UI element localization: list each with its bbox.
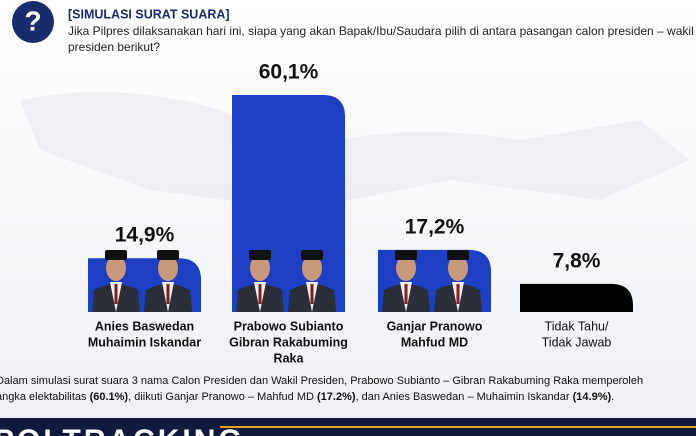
photo-tie bbox=[456, 284, 460, 304]
category-label: Raka bbox=[274, 351, 305, 365]
question-text: Jika Pilpres dilaksanakan hari ini, siap… bbox=[68, 24, 694, 38]
footnote-text: angka elektabilitas bbox=[0, 391, 90, 403]
footnote-text: (17.2%) bbox=[317, 391, 356, 403]
photo-face bbox=[250, 255, 270, 281]
footnote: Dalam simulasi surat suara 3 nama Calon … bbox=[0, 375, 643, 387]
footer-stripe bbox=[220, 426, 696, 428]
footnote-text: , dan Anies Baswedan – Muhaimin Iskandar bbox=[356, 391, 573, 403]
photo-cap bbox=[105, 250, 127, 260]
photo-cap bbox=[395, 250, 417, 260]
photo-cap bbox=[157, 250, 179, 260]
brand: POLTRACKING bbox=[0, 424, 245, 436]
category-label: Mahfud MD bbox=[401, 335, 468, 349]
photo-cap bbox=[301, 250, 323, 260]
photo-tie bbox=[258, 284, 262, 304]
category-label: Gibran Rakabuming bbox=[229, 335, 348, 349]
photo-face bbox=[106, 255, 126, 281]
question-icon bbox=[12, 1, 54, 43]
bar bbox=[232, 95, 345, 312]
category-label: Prabowo Subianto bbox=[234, 319, 344, 333]
footnote-text: (60.1%) bbox=[90, 391, 129, 403]
footnote-text: , diikuti Ganjar Pranowo – Mahfud MD bbox=[128, 391, 317, 403]
photo-face bbox=[448, 255, 468, 281]
category-label: Tidak Jawab bbox=[542, 335, 612, 349]
footnote-text: (14.9%) bbox=[573, 391, 612, 403]
photo-cap bbox=[249, 250, 271, 260]
photo-face bbox=[396, 255, 416, 281]
category-label: Ganjar Pranowo bbox=[387, 319, 483, 333]
header-title: [SIMULASI SURAT SUARA] bbox=[68, 7, 230, 21]
footnote: angka elektabilitas (60.1%), diikuti Gan… bbox=[0, 391, 614, 403]
footnote-text: . bbox=[611, 391, 614, 403]
category-label: Muhaimin Iskandar bbox=[88, 335, 201, 349]
map-decoration bbox=[20, 92, 690, 210]
photo-face bbox=[158, 255, 178, 281]
photo-tie bbox=[404, 284, 408, 304]
category-label: Anies Baswedan bbox=[95, 319, 194, 333]
photo-tie bbox=[114, 284, 118, 304]
question-text: presiden berikut? bbox=[68, 40, 160, 54]
photo-face bbox=[302, 255, 322, 281]
value-label: 60,1% bbox=[259, 61, 319, 84]
bar bbox=[520, 283, 633, 312]
question-mark: ? bbox=[24, 5, 41, 36]
value-label: 17,2% bbox=[405, 215, 465, 238]
photo-tie bbox=[166, 284, 170, 304]
category-label: Tidak Tahu/ bbox=[545, 319, 609, 333]
photo-tie bbox=[310, 284, 314, 304]
value-label: 14,9% bbox=[115, 224, 175, 247]
value-label: 7,8% bbox=[553, 249, 601, 272]
photo-cap bbox=[447, 250, 469, 260]
footnote-line: Dalam simulasi surat suara 3 nama Calon … bbox=[0, 375, 643, 387]
